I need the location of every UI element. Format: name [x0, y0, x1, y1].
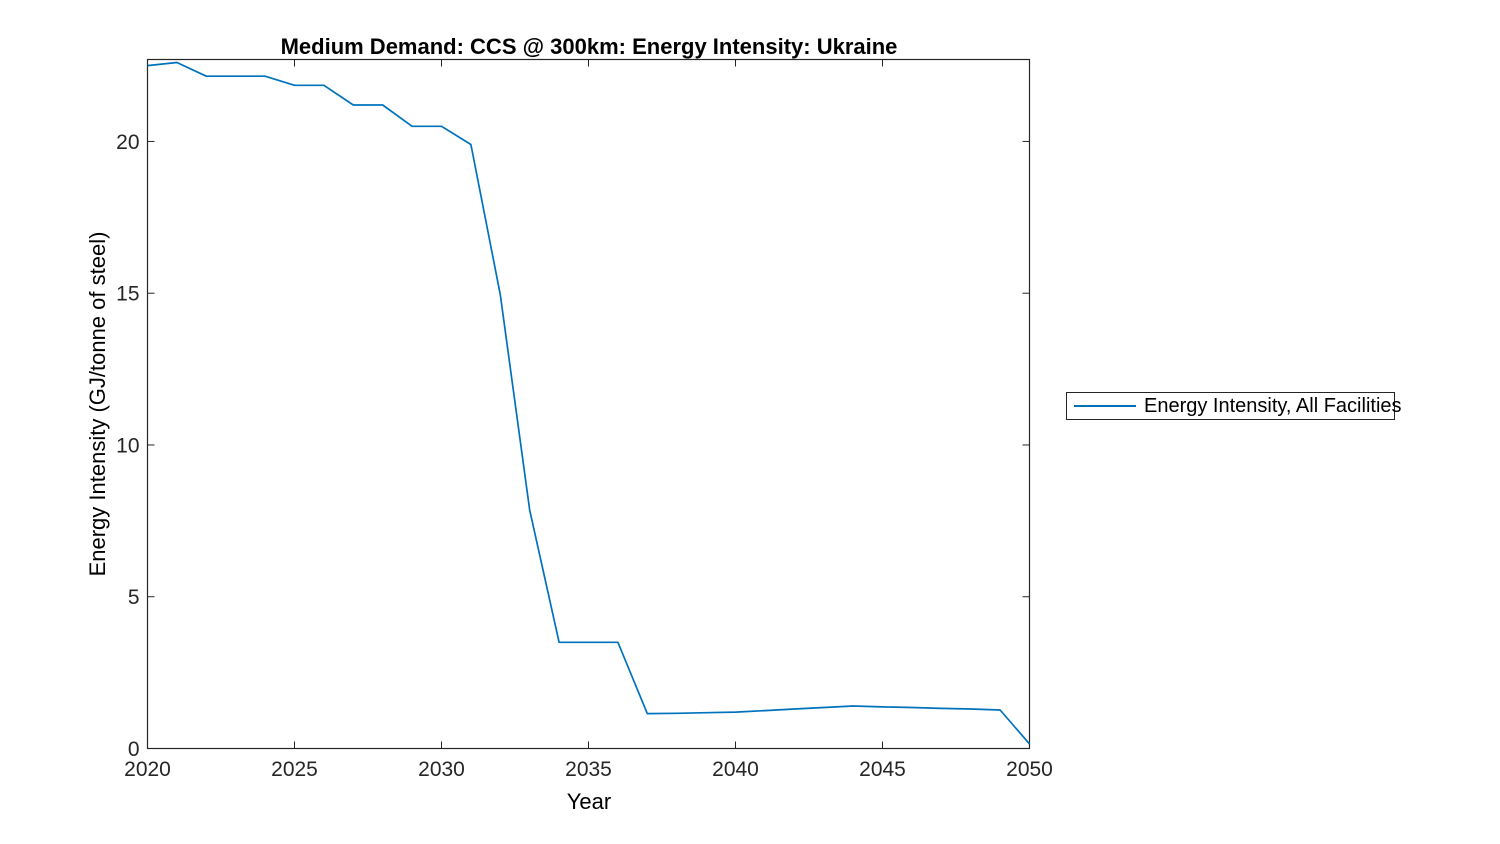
y-tick-label: 5 [128, 586, 140, 609]
x-tick-label: 2045 [859, 758, 906, 781]
plot-box [146, 58, 1031, 750]
x-tick-label: 2025 [271, 758, 318, 781]
x-axis-label: Year [566, 789, 612, 814]
data-line [147, 61, 1031, 745]
y-tick-label: 20 [116, 131, 139, 154]
legend: Energy Intensity, All Facilities [1066, 392, 1402, 420]
chart-title: Medium Demand: CCS @ 300km: Energy Inten… [280, 34, 898, 59]
legend-line-sample [1074, 405, 1136, 407]
x-tick-label: 2035 [565, 758, 612, 781]
y-tick-label: 15 [116, 283, 139, 306]
x-tick-label: 2040 [712, 758, 759, 781]
y-tick-label: 0 [128, 738, 140, 761]
y-tick-label: 10 [116, 434, 139, 457]
x-tick-label: 2030 [418, 758, 465, 781]
x-tick-label: 2020 [124, 758, 171, 781]
legend-label: Energy Intensity, All Facilities [1144, 394, 1402, 417]
y-axis-label: Energy Intensity (GJ/tonne of steel) [85, 231, 110, 577]
x-tick-label: 2050 [1006, 758, 1053, 781]
